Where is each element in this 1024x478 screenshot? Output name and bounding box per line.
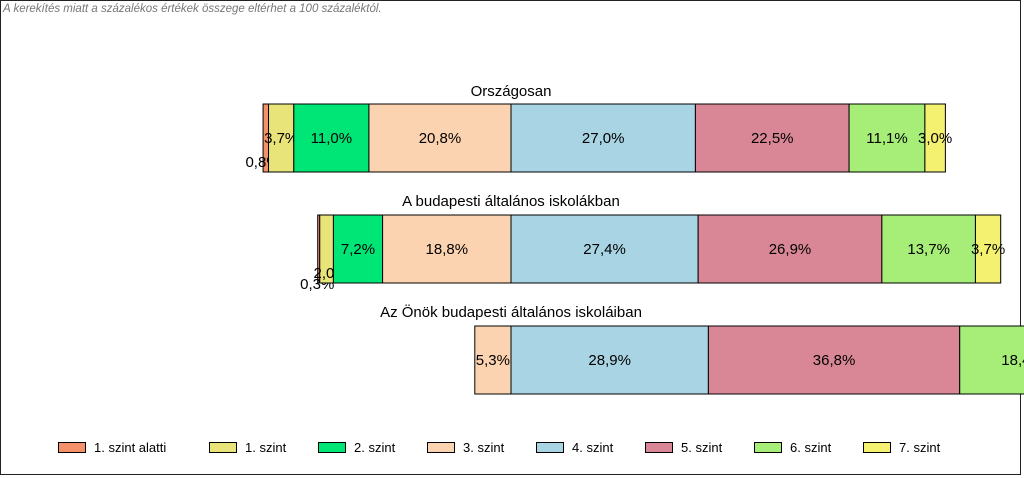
bar-segment (924, 103, 946, 173)
legend-swatch (427, 441, 455, 453)
bar-segment (694, 103, 850, 173)
bar-segment (848, 103, 926, 173)
legend-label: 4. szint (572, 439, 614, 455)
legend-item: 6. szint (754, 440, 863, 455)
legend-item: 3. szint (427, 440, 536, 455)
legend-item: 7. szint (863, 440, 972, 455)
data-label: 5,3% (476, 352, 510, 369)
bar-segment (959, 325, 1024, 395)
bar-segment (368, 103, 512, 173)
data-label: 26,9% (769, 241, 812, 258)
legend-label: 2. szint (354, 439, 396, 455)
legend-label: 1. szint alatti (94, 439, 167, 455)
bar-segment (293, 103, 370, 173)
data-label: 3,0% (918, 130, 952, 147)
data-label: 3,7% (971, 241, 1005, 258)
data-label: 27,4% (583, 241, 626, 258)
category-title: Az Önök budapesti általános iskoláiban (380, 303, 642, 321)
data-label: 11,1% (866, 130, 907, 147)
bar-segment (974, 214, 1002, 284)
data-label: 18,8% (426, 241, 469, 258)
legend-label: 5. szint (681, 439, 723, 455)
legend-swatch (863, 441, 891, 453)
legend-label: 1. szint (245, 439, 287, 455)
bar-segment (510, 103, 696, 173)
data-label: 20,8% (419, 130, 462, 147)
category-title: Országosan (471, 83, 552, 100)
data-label: 36,8% (813, 352, 856, 369)
legend-item: 1. szint (209, 440, 318, 455)
legend-swatch (754, 441, 782, 453)
data-label: 28,9% (588, 352, 631, 369)
data-label: 3,7% (264, 130, 298, 147)
bar-segment (332, 214, 384, 284)
legend-swatch (209, 441, 237, 453)
legend-item: 2. szint (318, 440, 427, 455)
legend: 1. szint alatti 1. szint 2. szint 3. szint 4… (58, 437, 972, 457)
legend-item: 1. szint alatti (58, 440, 209, 455)
legend-swatch (58, 441, 86, 453)
legend-label: 7. szint (899, 439, 941, 455)
bar-segment (382, 214, 512, 284)
data-label: 18,4% (1001, 352, 1024, 369)
rounding-note: A kerekítés miatt a százalékos értékek ö… (3, 3, 382, 15)
data-label: 27,0% (582, 130, 625, 147)
bar-segment (474, 325, 512, 395)
bar-segment (510, 214, 699, 284)
legend-swatch (318, 441, 346, 453)
legend-swatch (645, 441, 673, 453)
legend-label: 3. szint (463, 439, 505, 455)
legend-item: 4. szint (536, 440, 645, 455)
bar-segment (510, 325, 709, 395)
category-title: A budapesti általános iskolákban (402, 193, 620, 210)
bar-segment (707, 325, 961, 395)
data-label: 7,2% (341, 241, 375, 258)
data-label: 13,7% (907, 241, 950, 258)
legend-label: 6. szint (790, 439, 832, 455)
data-label: 11,0% (311, 130, 352, 147)
data-label: 22,5% (751, 130, 794, 147)
legend-swatch (536, 441, 564, 453)
legend-item: 5. szint (645, 440, 754, 455)
bar-segment (697, 214, 883, 284)
bar-segment (881, 214, 976, 284)
